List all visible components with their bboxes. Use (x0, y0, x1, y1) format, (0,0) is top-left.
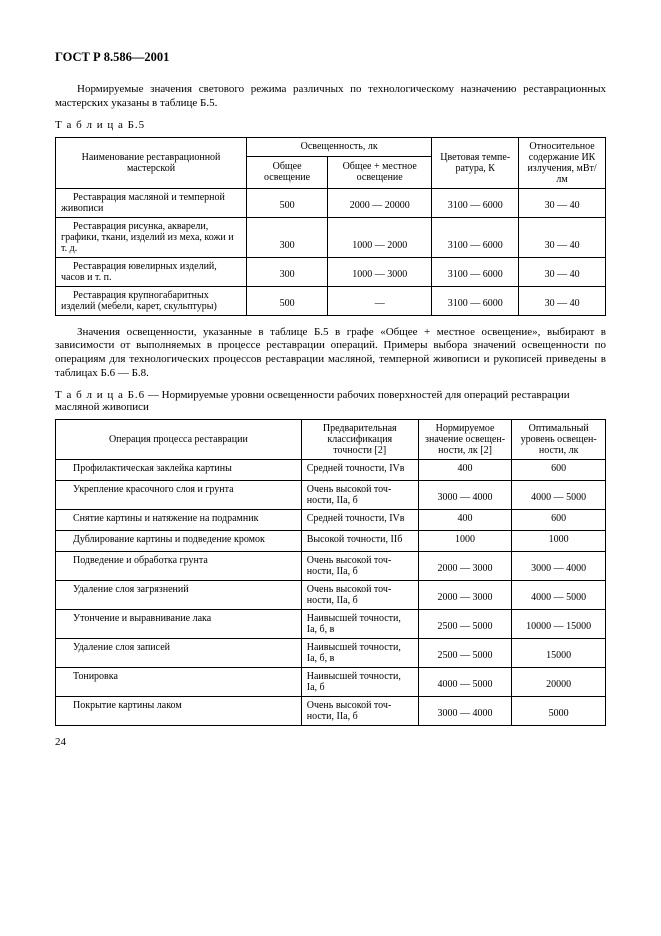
t5-h-temp: Цветовая темпе­ратура, К (432, 137, 519, 188)
t6-cell-norm: 400 (418, 459, 512, 480)
t6-cell-op: Удаление слоя записей (56, 638, 302, 667)
table-b6: Операция процесса реставрации Предварите… (55, 419, 606, 726)
t6-cell-norm: 3000 — 4000 (418, 480, 512, 509)
t6-cell-opt: 15000 (512, 638, 606, 667)
t6-cell-norm: 1000 (418, 530, 512, 551)
t6-cell-opt: 3000 — 4000 (512, 551, 606, 580)
t6-cell-class: Очень высокой точ­ности, IIа, б (301, 480, 418, 509)
t5-h-illum: Освещенность, лк (247, 137, 432, 157)
t6-cell-opt: 1000 (512, 530, 606, 551)
t6-h-norm: Нормируемое значение освещен­ности, лк [… (418, 419, 512, 459)
t5-cell-general: 500 (247, 188, 328, 217)
t6-cell-op: Покрытие картины лаком (56, 696, 302, 725)
t5-cell-general: 300 (247, 217, 328, 257)
intro-paragraph: Нормируемые значения светового режима ра… (55, 83, 606, 111)
table-row: Профилактическая заклейка картиныСредней… (56, 459, 606, 480)
t5-cell-ir: 30 — 40 (519, 286, 606, 315)
t6-cell-class: Высокой точности, IIб (301, 530, 418, 551)
table-row: Реставрация рисунка, акварели, графики, … (56, 217, 606, 257)
t6-cell-class: Средней точности, IVв (301, 459, 418, 480)
t6-cell-op: Подведение и обработка грунта (56, 551, 302, 580)
t6-h-op: Операция процесса реставрации (56, 419, 302, 459)
t5-cell-temp: 3100 — 6000 (432, 217, 519, 257)
t6-cell-norm: 2000 — 3000 (418, 551, 512, 580)
table-row: ТонировкаНаивысшей точнос­ти, Iа, б4000 … (56, 667, 606, 696)
table-row: Дублирование картины и подведение кромок… (56, 530, 606, 551)
t6-cap-pref: Т а б л и ц а Б.6 (55, 389, 145, 401)
table-b5: Наименование реставрационной мастерской … (55, 137, 606, 316)
table-row: Удаление слоя записейНаивысшей точнос­ти… (56, 638, 606, 667)
t6-cell-class: Очень высокой точ­ности, IIа, б (301, 696, 418, 725)
t6-cell-op: Утончение и выравнивание лака (56, 609, 302, 638)
t5-cell-ir: 30 — 40 (519, 217, 606, 257)
t5-cell-name: Реставрация масляной и темпер­ной живопи… (56, 188, 247, 217)
t5-h-local: Общее + местное освещение (328, 157, 432, 188)
table-b5-caption: Т а б л и ц а Б.5 (55, 119, 606, 131)
table-row: Подведение и обработка грунтаОчень высок… (56, 551, 606, 580)
t6-h-opt: Оптимальный уровень освещен­ности, лк (512, 419, 606, 459)
t5-h-name: Наименование реставрационной мастерской (56, 137, 247, 188)
t6-cell-opt: 600 (512, 459, 606, 480)
t6-cell-norm: 2500 — 5000 (418, 638, 512, 667)
t6-cell-opt: 4000 — 5000 (512, 480, 606, 509)
t5-h-general: Общее освещение (247, 157, 328, 188)
t6-cell-norm: 3000 — 4000 (418, 696, 512, 725)
t5-h-ir: Относительное содержание ИК излучения, м… (519, 137, 606, 188)
t6-h-class: Предварительная классификация точности [… (301, 419, 418, 459)
t6-cell-opt: 4000 — 5000 (512, 580, 606, 609)
t5-cell-local: 1000 — 2000 (328, 217, 432, 257)
t5-cell-name: Реставрация ювелирных изде­лий, часов и … (56, 257, 247, 286)
t5-cell-name: Реставрация крупногабаритных изделий (ме… (56, 286, 247, 315)
t6-cell-opt: 5000 (512, 696, 606, 725)
t5-cell-name: Реставрация рисунка, акварели, графики, … (56, 217, 247, 257)
t6-cell-op: Снятие картины и натяжение на подрамник (56, 509, 302, 530)
t6-cell-norm: 2500 — 5000 (418, 609, 512, 638)
table-row: Утончение и выравнивание лакаНаивысшей т… (56, 609, 606, 638)
table-row: Укрепление красочного слоя и грунтаОчень… (56, 480, 606, 509)
table-row: Удаление слоя загрязненийОчень высокой т… (56, 580, 606, 609)
t5-cell-temp: 3100 — 6000 (432, 257, 519, 286)
table-row: Реставрация крупногабаритных изделий (ме… (56, 286, 606, 315)
table-row: Реставрация ювелирных изде­лий, часов и … (56, 257, 606, 286)
table-row: Реставрация масляной и темпер­ной живопи… (56, 188, 606, 217)
mid-paragraph: Значения освещенности, указанные в табли… (55, 326, 606, 381)
t6-cell-opt: 20000 (512, 667, 606, 696)
t6-cell-opt: 10000 — 15000 (512, 609, 606, 638)
t6-cell-class: Очень высокой точ­ности, IIа, б (301, 551, 418, 580)
table-b6-caption: Т а б л и ц а Б.6 — Нормируемые уровни о… (55, 389, 606, 413)
t6-cell-op: Дублирование картины и подведение кромок (56, 530, 302, 551)
t6-cell-class: Наивысшей точнос­ти, Iа, б, в (301, 609, 418, 638)
t5-cell-ir: 30 — 40 (519, 257, 606, 286)
t6-cell-class: Наивысшей точнос­ти, Iа, б (301, 667, 418, 696)
t6-cell-op: Удаление слоя загрязнений (56, 580, 302, 609)
t5-cell-temp: 3100 — 6000 (432, 188, 519, 217)
t5-cell-local: — (328, 286, 432, 315)
t6-cell-class: Средней точности, IVв (301, 509, 418, 530)
t6-cell-class: Наивысшей точнос­ти, Iа, б, в (301, 638, 418, 667)
t5-cell-general: 500 (247, 286, 328, 315)
doc-id: ГОСТ Р 8.586—2001 (55, 50, 606, 65)
t6-cell-norm: 4000 — 5000 (418, 667, 512, 696)
t6-cell-op: Профилактическая заклейка картины (56, 459, 302, 480)
t6-cell-norm: 2000 — 3000 (418, 580, 512, 609)
table-row: Покрытие картины лакомОчень высокой точ­… (56, 696, 606, 725)
table-row: Снятие картины и натяжение на подрамникС… (56, 509, 606, 530)
page-number: 24 (55, 736, 606, 748)
t5-cell-temp: 3100 — 6000 (432, 286, 519, 315)
t6-cell-class: Очень высокой точ­ности, IIа, б (301, 580, 418, 609)
t5-cell-general: 300 (247, 257, 328, 286)
t5-cell-local: 2000 — 20000 (328, 188, 432, 217)
t5-cell-ir: 30 — 40 (519, 188, 606, 217)
t6-cell-opt: 600 (512, 509, 606, 530)
t6-cell-op: Тонировка (56, 667, 302, 696)
t6-cell-norm: 400 (418, 509, 512, 530)
t5-cell-local: 1000 — 3000 (328, 257, 432, 286)
t6-cell-op: Укрепление красочного слоя и грунта (56, 480, 302, 509)
